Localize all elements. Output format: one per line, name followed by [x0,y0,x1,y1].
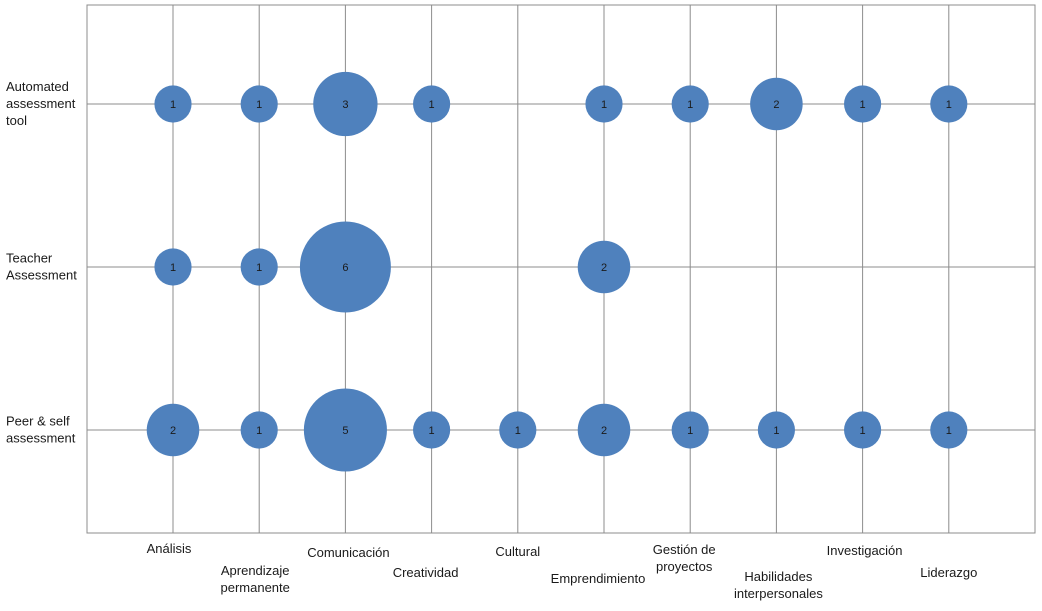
bubble-value-peer-self-assessment-aprendizaje-permanente: 1 [256,425,262,437]
bubble-value-peer-self-assessment-an-lisis: 2 [170,425,176,437]
bubble-automated-assessment-tool-gesti-n-de-proyectos [671,85,709,123]
bubble-value-peer-self-assessment-creatividad: 1 [429,425,435,437]
bubble-value-peer-self-assessment-gesti-n-de-proyectos: 1 [687,425,693,437]
bubble-automated-assessment-tool-emprendimiento [585,85,623,123]
bubble-peer-self-assessment-emprendimiento [577,403,631,457]
plot-area [86,4,1036,534]
bubble-automated-assessment-tool-liderazgo [930,85,968,123]
category-label-liderazgo: Liderazgo [920,565,977,580]
bubble-teacher-assessment-comunicaci-n [299,221,391,313]
bubble-value-automated-assessment-tool-emprendimiento: 1 [601,99,607,111]
bubble-peer-self-assessment-an-lisis [146,403,200,457]
bubble-automated-assessment-tool-creatividad [413,85,451,123]
bubble-value-automated-assessment-tool-comunicaci-n: 3 [342,99,348,111]
bubble-value-peer-self-assessment-comunicaci-n: 5 [342,425,348,437]
row-label-peer-self-assessment: Peer & self assessment [6,414,76,446]
bubble-value-peer-self-assessment-habilidades-interpersonales: 1 [773,425,779,437]
category-label-habilidades-interpersonales: Habilidades interpersonales [734,569,823,601]
bubble-value-teacher-assessment-emprendimiento: 2 [601,262,607,274]
bubble-value-automated-assessment-tool-liderazgo: 1 [946,99,952,111]
bubble-value-peer-self-assessment-investigaci-n: 1 [860,425,866,437]
bubble-peer-self-assessment-comunicaci-n [303,388,387,472]
bubble-teacher-assessment-an-lisis [154,248,192,286]
bubble-peer-self-assessment-cultural [499,411,537,449]
bubble-value-peer-self-assessment-emprendimiento: 2 [601,425,607,437]
bubble-value-automated-assessment-tool-gesti-n-de-proyectos: 1 [687,99,693,111]
row-label-automated-assessment-tool: Automated assessment tool [6,79,76,128]
bubble-peer-self-assessment-liderazgo [930,411,968,449]
row-label-teacher-assessment: Teacher Assessment [6,251,77,283]
bubble-value-automated-assessment-tool-creatividad: 1 [429,99,435,111]
bubble-value-automated-assessment-tool-an-lisis: 1 [170,99,176,111]
bubble-peer-self-assessment-aprendizaje-permanente [240,411,278,449]
bubble-value-peer-self-assessment-cultural: 1 [515,425,521,437]
bubble-automated-assessment-tool-aprendizaje-permanente [240,85,278,123]
category-label-comunicaci-n: Comunicación [307,545,389,560]
bubble-value-automated-assessment-tool-investigaci-n: 1 [860,99,866,111]
category-label-emprendimiento: Emprendimiento [551,571,646,586]
category-label-gesti-n-de-proyectos: Gestión de proyectos [653,542,716,574]
category-label-investigaci-n: Investigación [827,543,903,558]
bubble-value-automated-assessment-tool-habilidades-interpersonales: 2 [773,99,779,111]
category-label-an-lisis: Análisis [147,541,192,556]
bubble-value-automated-assessment-tool-aprendizaje-permanente: 1 [256,99,262,111]
bubble-teacher-assessment-aprendizaje-permanente [240,248,278,286]
bubble-automated-assessment-tool-investigaci-n [844,85,882,123]
category-label-aprendizaje-permanente: Aprendizaje permanente [221,563,290,595]
category-label-cultural: Cultural [495,544,540,559]
bubble-teacher-assessment-emprendimiento [577,240,631,294]
bubble-peer-self-assessment-creatividad [413,411,451,449]
bubble-value-teacher-assessment-comunicaci-n: 6 [342,262,348,274]
bubble-automated-assessment-tool-habilidades-interpersonales [750,77,803,131]
bubble-peer-self-assessment-habilidades-interpersonales [757,411,795,449]
bubble-peer-self-assessment-gesti-n-de-proyectos [671,411,709,449]
category-label-creatividad: Creatividad [393,565,459,580]
bubble-automated-assessment-tool-comunicaci-n [313,71,378,137]
bubble-value-peer-self-assessment-liderazgo: 1 [946,425,952,437]
bubble-value-teacher-assessment-aprendizaje-permanente: 1 [256,262,262,274]
bubble-automated-assessment-tool-an-lisis [154,85,192,123]
bubble-value-teacher-assessment-an-lisis: 1 [170,262,176,274]
bubble-peer-self-assessment-investigaci-n [844,411,882,449]
